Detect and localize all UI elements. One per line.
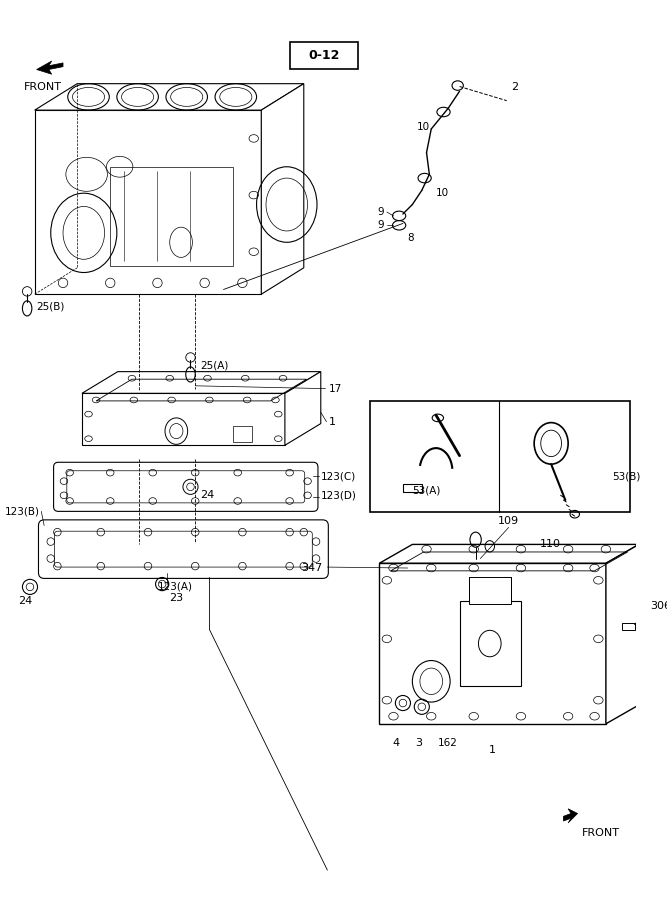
Text: 123(B): 123(B) [5, 507, 39, 517]
Text: FRONT: FRONT [582, 828, 620, 838]
Bar [289, 42, 358, 68]
Text: 306: 306 [650, 601, 667, 611]
Bar [622, 623, 635, 630]
Text: FRONT: FRONT [23, 82, 61, 92]
Text: 123(A): 123(A) [157, 582, 193, 592]
Text: 23: 23 [169, 593, 183, 603]
Text: 24: 24 [200, 491, 214, 500]
Polygon shape [82, 372, 321, 393]
Polygon shape [35, 84, 303, 110]
Text: 3: 3 [416, 738, 422, 748]
Text: 123(D): 123(D) [321, 491, 357, 500]
Text: 9: 9 [378, 220, 384, 230]
Bar [380, 563, 606, 724]
Bar [233, 427, 252, 442]
Text: 4: 4 [393, 738, 400, 748]
Text: 347: 347 [301, 563, 323, 573]
Text: 24: 24 [18, 596, 33, 606]
Polygon shape [37, 61, 63, 74]
Polygon shape [380, 544, 639, 563]
Bar [35, 110, 261, 294]
Text: 10: 10 [436, 188, 449, 198]
Bar [82, 393, 285, 446]
Text: 10: 10 [417, 122, 430, 132]
Text: 8: 8 [408, 232, 414, 243]
Text: 110: 110 [540, 539, 561, 549]
Bar [469, 578, 512, 604]
FancyBboxPatch shape [39, 520, 328, 579]
Text: 53(A): 53(A) [412, 486, 441, 496]
Text: 17: 17 [328, 383, 342, 393]
Text: 53(B): 53(B) [612, 472, 641, 482]
Bar [110, 166, 233, 266]
FancyBboxPatch shape [53, 463, 318, 511]
Text: 9: 9 [378, 207, 384, 217]
Text: 1: 1 [489, 745, 496, 755]
Polygon shape [285, 372, 321, 446]
Text: 2: 2 [512, 82, 519, 92]
Polygon shape [606, 544, 639, 724]
Bar [370, 400, 630, 512]
Polygon shape [564, 809, 578, 823]
Text: 1: 1 [328, 417, 336, 427]
Text: 25(A): 25(A) [200, 360, 228, 370]
Bar [403, 484, 422, 491]
Text: 25(B): 25(B) [37, 302, 65, 311]
Text: 0-12: 0-12 [308, 49, 340, 62]
Text: 162: 162 [438, 738, 458, 748]
Text: 123(C): 123(C) [321, 472, 356, 482]
Bar [460, 601, 521, 686]
Polygon shape [261, 84, 303, 294]
Text: 109: 109 [498, 516, 519, 526]
